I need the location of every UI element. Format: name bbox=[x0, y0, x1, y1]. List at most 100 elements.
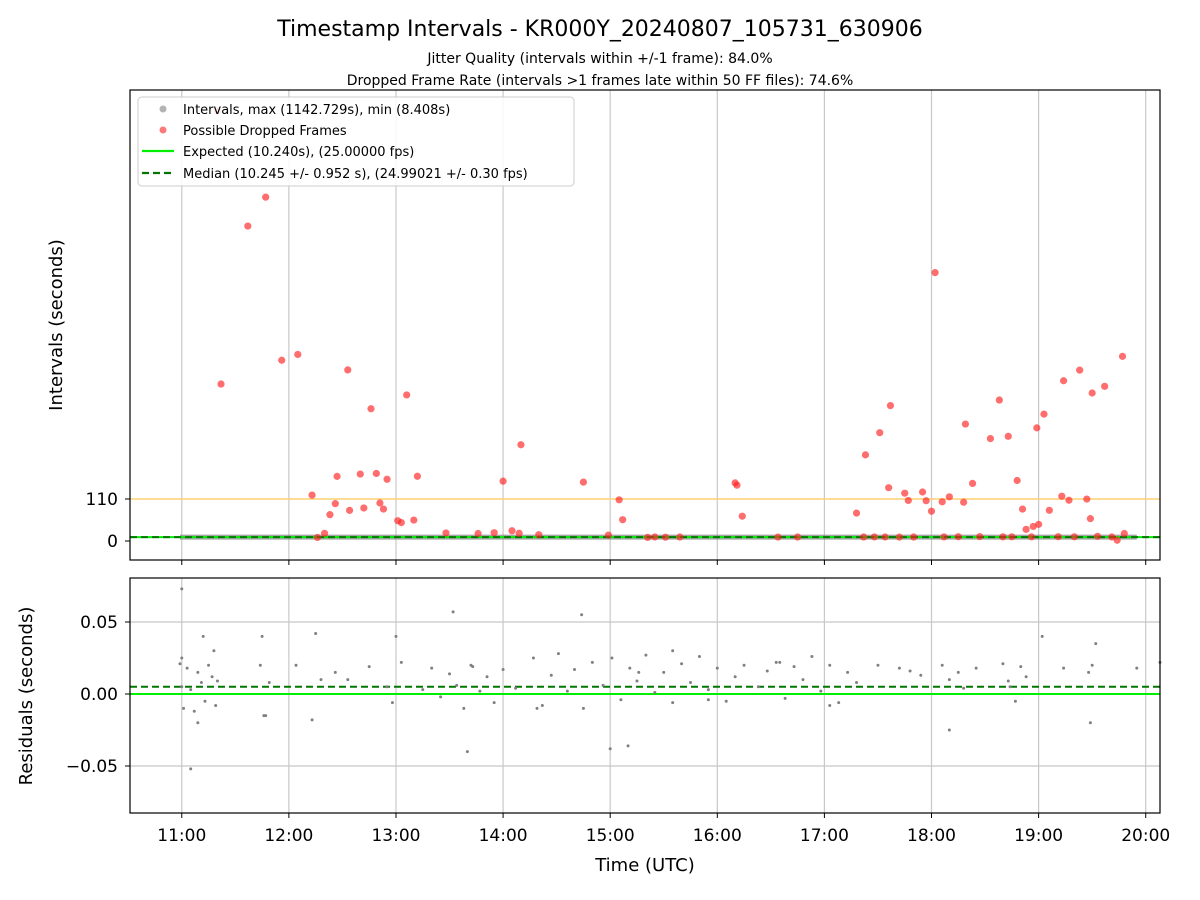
top-y-tick-label: 110 bbox=[86, 490, 118, 510]
dropped-frame-point bbox=[986, 434, 995, 443]
residual-point bbox=[451, 610, 455, 614]
residual-point bbox=[662, 670, 666, 674]
dropped-frame-point bbox=[442, 529, 450, 537]
legend: Intervals, max (1142.729s), min (8.408s)… bbox=[137, 96, 575, 187]
residual-point bbox=[610, 656, 614, 660]
dropped-frame-point bbox=[1035, 520, 1043, 528]
residual-point bbox=[653, 691, 657, 695]
residual-point bbox=[697, 655, 701, 659]
dropped-frame-point bbox=[1101, 382, 1109, 390]
residual-point bbox=[819, 689, 823, 693]
residual-point bbox=[192, 709, 196, 713]
residual-point bbox=[430, 666, 434, 670]
dropped-frame-point bbox=[644, 533, 652, 542]
residual-point bbox=[590, 660, 594, 664]
dropped-frame-point bbox=[508, 527, 516, 535]
dropped-frame-point bbox=[376, 499, 384, 507]
x-tick-label: 11:00 bbox=[157, 826, 206, 846]
residual-point bbox=[346, 678, 350, 682]
dropped-frame-point bbox=[403, 391, 411, 399]
residual-point bbox=[455, 683, 459, 687]
residual-point bbox=[319, 678, 323, 682]
dropped-frame-point bbox=[1065, 496, 1073, 504]
residual-point bbox=[846, 670, 850, 674]
dropped-frame-point bbox=[344, 366, 352, 374]
top-reference-lines bbox=[130, 498, 1160, 540]
residual-point bbox=[535, 706, 539, 710]
residual-point bbox=[765, 669, 769, 673]
dropped-frame-point bbox=[1018, 505, 1027, 513]
x-ticks: 11:00 12:00 13:00 14:00 15:00 16:00 17:00 18:00… bbox=[157, 560, 1170, 846]
residual-point bbox=[783, 696, 787, 700]
dropped-frame-point bbox=[794, 533, 802, 541]
residual-point bbox=[1006, 679, 1010, 683]
residual-point bbox=[608, 747, 612, 751]
residual-point bbox=[635, 679, 639, 683]
dropped-frame-point bbox=[278, 356, 286, 364]
dropped-frame-point bbox=[968, 479, 977, 488]
residual-point bbox=[462, 706, 466, 710]
dropped-frame-point bbox=[356, 470, 364, 478]
residual-point bbox=[580, 613, 584, 617]
residual-point bbox=[294, 663, 298, 667]
dropped-frame-point bbox=[861, 451, 870, 459]
residual-point bbox=[810, 655, 814, 659]
residual-point bbox=[207, 663, 211, 667]
residual-point bbox=[956, 670, 960, 674]
dropped-frame-point bbox=[876, 429, 884, 437]
dropped-frame-point bbox=[931, 269, 939, 277]
residual-point bbox=[478, 689, 482, 693]
dropped-frame-point bbox=[615, 496, 623, 504]
x-tick-label: 20:00 bbox=[1121, 826, 1170, 846]
dropped-frame-point bbox=[885, 484, 893, 492]
residual-point bbox=[619, 698, 623, 702]
residual-point bbox=[947, 728, 951, 732]
dropped-frame-point bbox=[320, 529, 329, 537]
dropped-frame-point bbox=[918, 488, 927, 496]
dropped-frame-point bbox=[1060, 377, 1068, 385]
residual-point bbox=[919, 673, 923, 677]
residual-point bbox=[774, 660, 778, 664]
residual-point bbox=[178, 662, 182, 666]
residual-point bbox=[715, 666, 719, 670]
dropped-frame-point bbox=[345, 506, 354, 514]
dropped-frame-point bbox=[1120, 529, 1128, 538]
residual-point bbox=[756, 685, 760, 689]
dropped-frame-point bbox=[410, 516, 418, 524]
bottom-plot-frame bbox=[129, 577, 1161, 814]
dropped-frame-point bbox=[490, 529, 498, 537]
dropped-frame-point bbox=[960, 498, 968, 506]
residual-point bbox=[1013, 699, 1017, 703]
dropped-frame-point bbox=[604, 531, 613, 539]
dropped-frame-point bbox=[308, 491, 316, 499]
dropped-frame-point bbox=[1093, 532, 1102, 540]
dropped-frame-point bbox=[326, 511, 334, 519]
residual-point bbox=[549, 673, 553, 677]
dropped-frame-point bbox=[499, 477, 507, 485]
residual-point bbox=[203, 699, 207, 703]
dropped-frame-point bbox=[294, 350, 302, 359]
residual-point bbox=[706, 698, 710, 702]
dropped-frame-point bbox=[1088, 389, 1096, 397]
subtitle-dropped-rate: Dropped Frame Rate (intervals >1 frames … bbox=[347, 73, 854, 89]
residual-point bbox=[465, 750, 469, 754]
residual-point bbox=[385, 685, 389, 689]
residual-point bbox=[201, 634, 205, 638]
residual-point bbox=[801, 678, 805, 682]
residual-point bbox=[210, 675, 214, 679]
x-tick-label: 17:00 bbox=[800, 826, 849, 846]
dropped-frame-point bbox=[922, 497, 930, 505]
dropped-frame-point bbox=[517, 441, 525, 449]
dropped-frame-point bbox=[1113, 536, 1121, 544]
residual-point bbox=[876, 663, 880, 667]
dropped-frame-point bbox=[774, 533, 782, 541]
dropped-frame-point bbox=[1083, 495, 1091, 503]
residual-point bbox=[940, 663, 944, 667]
dropped-frame-point bbox=[413, 472, 422, 480]
residual-point bbox=[908, 669, 912, 673]
dropped-frame-point bbox=[313, 533, 322, 542]
dropped-frame-point bbox=[217, 380, 225, 388]
residual-point bbox=[367, 665, 371, 669]
residual-point bbox=[792, 665, 796, 669]
residual-point bbox=[267, 680, 271, 684]
